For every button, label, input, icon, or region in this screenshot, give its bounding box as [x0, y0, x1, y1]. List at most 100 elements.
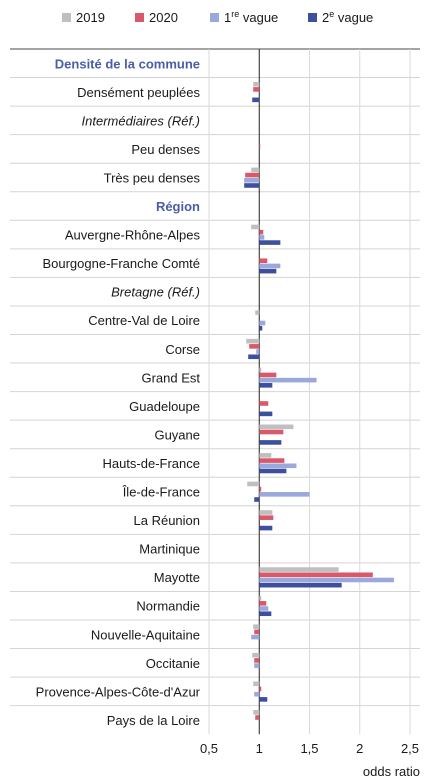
bar-2019 [251, 224, 260, 230]
bar-1re-vague [256, 349, 260, 354]
bar-1re-vague [259, 263, 281, 269]
bar-2e-vague [259, 525, 273, 531]
bar-1re-vague [259, 320, 266, 326]
bar-2e-vague [259, 411, 273, 417]
x-tick-label: 0,5 [200, 741, 218, 756]
bar-2e-vague [259, 383, 273, 388]
row-label: Intermédiaires (Réf.) [82, 113, 200, 128]
legend-label-3: 2e vague [322, 9, 373, 25]
bar-1re-vague [259, 463, 297, 469]
bar-2020 [259, 601, 267, 606]
bar-2020 [259, 515, 274, 520]
bar-1re-vague [244, 177, 260, 183]
bar-2019 [259, 567, 339, 572]
x-tick-label: 1,5 [300, 741, 318, 756]
row-label: Pays de la Loire [107, 713, 200, 728]
row-label: Île-de-France [122, 485, 200, 500]
legend-swatch-0 [62, 13, 71, 22]
bar-2020 [245, 172, 260, 178]
x-tick-label: 2,5 [401, 741, 419, 756]
bar-2e-vague [259, 440, 282, 445]
bar-2020 [259, 686, 262, 692]
bar-1re-vague [259, 577, 394, 583]
bar-2e-vague [248, 354, 260, 360]
x-tick-label: 1 [256, 741, 263, 756]
bar-2019 [259, 367, 262, 373]
bar-2020 [253, 87, 260, 92]
x-axis: 0,5 1 1,5 2 2,5 odds ratio [200, 741, 420, 777]
bar-2019 [259, 453, 272, 458]
chart-grid [208, 49, 411, 735]
bar-2020 [259, 401, 269, 406]
row-label: Bourgogne-Franche Comté [42, 256, 200, 271]
bar-2e-vague [244, 183, 260, 188]
bar-2e-vague [259, 611, 272, 617]
bar-2020 [259, 458, 285, 463]
row-label: Occitanie [146, 656, 200, 671]
row-label: Très peu denses [104, 170, 201, 185]
bar-2019 [259, 424, 294, 430]
row-label: Région [156, 199, 200, 214]
bar-2020 [255, 715, 260, 720]
bar-2019 [246, 338, 260, 344]
bar-2e-vague [259, 697, 268, 702]
bar-2020 [254, 658, 260, 663]
bar-1re-vague [259, 235, 265, 240]
row-label: Guyane [154, 427, 200, 442]
legend-label-2: 1re vague [224, 9, 278, 25]
bar-2e-vague [259, 468, 287, 474]
legend-swatch-3 [308, 13, 317, 22]
row-label: Normandie [136, 599, 200, 614]
row-label: Hauts-de-France [102, 456, 200, 471]
bar-2020 [259, 229, 264, 235]
x-tick-label: 2 [356, 741, 363, 756]
bar-2020 [259, 144, 261, 149]
legend-swatch-2 [210, 13, 219, 22]
bar-2020 [259, 258, 268, 264]
bar-2019 [255, 310, 260, 315]
bar-2019 [259, 595, 262, 601]
row-label: Peu denses [131, 142, 200, 157]
legend-swatch-1 [135, 13, 144, 22]
bar-1re-vague [259, 492, 310, 497]
chart-legend: 2019 2020 1re vague 2e vague [62, 9, 373, 25]
bar-2e-vague [259, 268, 277, 274]
row-label: Auvergne-Rhône-Alpes [65, 228, 201, 243]
bar-2e-vague [259, 325, 263, 331]
bar-2020 [259, 572, 373, 578]
bar-2019 [253, 681, 260, 687]
bar-1re-vague [254, 663, 260, 668]
bar-2e-vague [254, 497, 260, 502]
chart-rows: Densité de la commune Densément peuplées I… [10, 48, 420, 728]
bar-2020 [254, 629, 260, 635]
row-label: Corse [165, 342, 200, 357]
bar-2020 [259, 429, 284, 435]
bar-2e-vague [252, 97, 260, 103]
bar-2020 [259, 486, 262, 492]
bar-2e-vague [259, 240, 281, 245]
bar-2019 [251, 167, 260, 173]
bar-2019 [253, 624, 260, 629]
bar-2e-vague [259, 582, 342, 588]
chart-bars [244, 81, 394, 720]
row-label: Densément peuplées [77, 85, 200, 100]
bar-2019 [247, 481, 260, 487]
bar-2019 [259, 510, 273, 515]
row-label: Bretagne (Réf.) [111, 285, 200, 300]
bar-2019 [253, 710, 260, 715]
row-label: Grand Est [141, 370, 200, 385]
row-label: Centre-Val de Loire [88, 313, 200, 328]
row-label: Provence-Alpes-Côte-d'Azur [36, 684, 201, 699]
legend-label-0: 2019 [76, 10, 105, 25]
legend-label-1: 2020 [149, 10, 178, 25]
bar-2019 [252, 652, 260, 658]
row-label: Martinique [139, 542, 200, 557]
bar-1re-vague [254, 691, 260, 697]
bar-1re-vague [259, 606, 269, 611]
bar-2019 [253, 81, 260, 87]
bar-1re-vague [259, 377, 317, 383]
row-label: Mayotte [154, 570, 200, 585]
row-label: Guadeloupe [129, 399, 200, 414]
bar-1re-vague [251, 634, 260, 640]
